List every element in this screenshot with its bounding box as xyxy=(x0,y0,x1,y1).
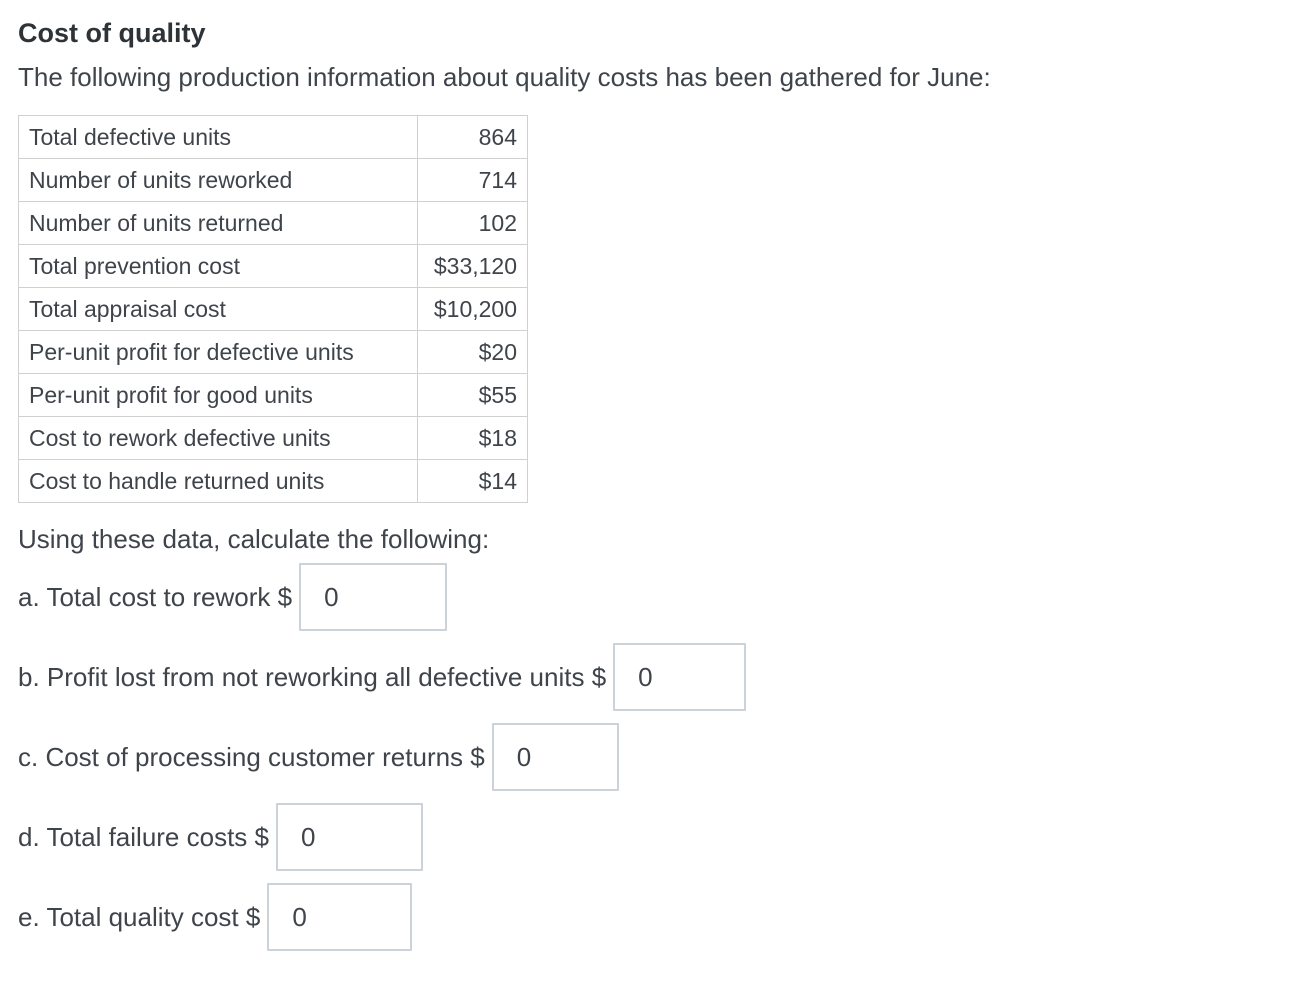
intro-text: The following production information abo… xyxy=(18,62,991,92)
question-row-a: a. Total cost to rework $ xyxy=(18,563,1288,631)
question-label-d: d. Total failure costs $ xyxy=(18,821,269,852)
row-label: Cost to handle returned units xyxy=(18,459,418,503)
answer-input-a[interactable] xyxy=(299,563,448,631)
question-label-b: b. Profit lost from not reworking all de… xyxy=(18,661,607,692)
row-label: Total prevention cost xyxy=(18,244,418,288)
row-label: Cost to rework defective units xyxy=(18,416,418,460)
row-label: Total appraisal cost xyxy=(18,287,418,331)
question-row-e: e. Total quality cost $ xyxy=(18,883,1288,951)
row-value: $10,200 xyxy=(417,287,528,331)
table-row: Cost to handle returned units $14 xyxy=(18,459,528,503)
answer-input-b[interactable] xyxy=(613,643,747,711)
table-row: Per-unit profit for good units $55 xyxy=(18,373,528,417)
page-title: Cost of quality xyxy=(18,18,206,48)
table-row: Total defective units 864 xyxy=(18,115,528,159)
row-value: $55 xyxy=(417,373,528,417)
row-value: $18 xyxy=(417,416,528,460)
row-value: $20 xyxy=(417,330,528,374)
answer-input-d[interactable] xyxy=(276,803,423,871)
row-value: 864 xyxy=(417,115,528,159)
table-row: Number of units reworked 714 xyxy=(18,158,528,202)
question-row-b: b. Profit lost from not reworking all de… xyxy=(18,643,1288,711)
quality-costs-table: Total defective units 864 Number of unit… xyxy=(18,115,528,503)
row-value: $33,120 xyxy=(417,244,528,288)
question-row-d: d. Total failure costs $ xyxy=(18,803,1288,871)
row-value: 714 xyxy=(417,158,528,202)
row-value: 102 xyxy=(417,201,528,245)
table-row: Total appraisal cost $10,200 xyxy=(18,287,528,331)
row-value: $14 xyxy=(417,459,528,503)
answer-input-c[interactable] xyxy=(491,723,619,791)
row-label: Per-unit profit for good units xyxy=(18,373,418,417)
answer-input-e[interactable] xyxy=(267,883,413,951)
row-label: Number of units reworked xyxy=(18,158,418,202)
row-label: Total defective units xyxy=(18,115,418,159)
table-row: Cost to rework defective units $18 xyxy=(18,416,528,460)
row-label: Number of units returned xyxy=(18,201,418,245)
question-label-a: a. Total cost to rework $ xyxy=(18,581,293,612)
question-label-c: c. Cost of processing customer returns $ xyxy=(18,741,485,772)
table-row: Total prevention cost $33,120 xyxy=(18,244,528,288)
prompt-text: Using these data, calculate the followin… xyxy=(18,524,490,554)
row-label: Per-unit profit for defective units xyxy=(18,330,418,374)
question-label-e: e. Total quality cost $ xyxy=(18,901,261,932)
table-row: Number of units returned 102 xyxy=(18,201,528,245)
question-row-c: c. Cost of processing customer returns $ xyxy=(18,723,1288,791)
table-row: Per-unit profit for defective units $20 xyxy=(18,330,528,374)
